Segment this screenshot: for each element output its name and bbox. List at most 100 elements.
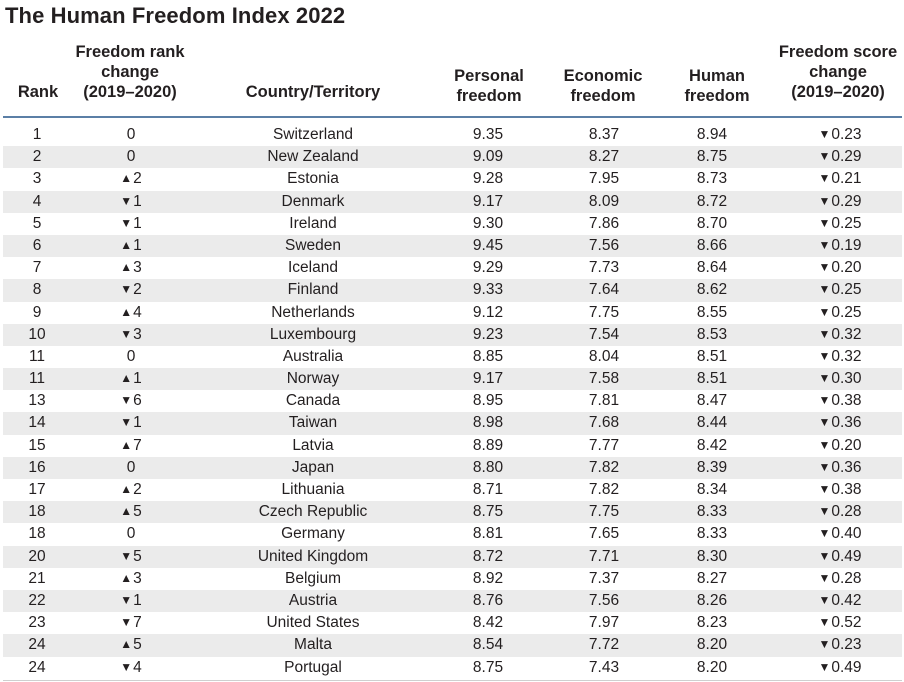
triangle-down-icon: ▼ [818, 437, 831, 452]
triangle-down-icon: ▼ [120, 548, 133, 563]
personal-freedom-cell: 9.17 [472, 370, 504, 388]
header-personal: Personal freedom [443, 66, 535, 106]
triangle-up-icon: ▲ [120, 637, 133, 652]
triangle-down-icon: ▼ [818, 637, 831, 652]
rank-change-cell: ▼1 [86, 590, 176, 612]
country-cell: Czech Republic [258, 503, 368, 521]
human-freedom-cell: 8.33 [696, 525, 728, 543]
triangle-up-icon: ▲ [120, 260, 133, 275]
header-economic-line1: Economic [563, 67, 643, 85]
triangle-up-icon: ▲ [120, 570, 133, 585]
rank-change-cell-value: 4 [133, 303, 142, 321]
personal-freedom-cell: 9.33 [472, 281, 504, 299]
rank-change-cell: ▲3 [86, 568, 176, 590]
human-freedom-cell: 8.73 [696, 170, 728, 188]
header-score-change-line2: change [809, 63, 867, 81]
country-cell: Switzerland [272, 126, 354, 143]
human-freedom-cell: 8.70 [696, 214, 728, 232]
personal-freedom-cell: 8.72 [472, 547, 504, 565]
triangle-down-icon: ▼ [818, 659, 831, 674]
rank-change-cell-value: 1 [133, 236, 142, 254]
score-change-cell: ▼0.25 [790, 302, 890, 324]
header-human-line2: freedom [684, 87, 750, 105]
rank-change-cell-value: 2 [133, 170, 142, 188]
triangle-up-icon: ▲ [120, 437, 133, 452]
country-cell: Portugal [284, 658, 342, 676]
rank-change-cell-value: 1 [133, 192, 142, 210]
rank-cell: 20 [28, 547, 46, 565]
rank-change-cell-value: 5 [133, 636, 142, 654]
personal-freedom-cell: 8.75 [472, 658, 504, 676]
score-change-cell-value: 0.25 [831, 303, 862, 321]
rank-change-cell: ▲2 [86, 168, 176, 190]
score-change-cell: ▼0.20 [790, 257, 890, 279]
country-cell: Estonia [287, 170, 339, 188]
country-cell: Netherlands [271, 303, 355, 321]
rank-change-cell: ▲7 [86, 435, 176, 457]
score-change-cell: ▼0.28 [790, 568, 890, 590]
economic-freedom-cell: 7.77 [588, 436, 620, 454]
rank-change-cell: ▼1 [86, 412, 176, 434]
table-bottom-line [3, 680, 902, 681]
header-country: Country/Territory [223, 82, 403, 102]
economic-freedom-cell: 7.82 [588, 458, 620, 476]
triangle-up-icon: ▲ [120, 482, 133, 496]
country-cell: Malta [294, 636, 332, 654]
rank-cell: 5 [32, 214, 42, 232]
header-rank-change-line2: change [101, 63, 159, 81]
country-cell: United States [266, 614, 360, 632]
economic-freedom-cell: 7.75 [588, 303, 620, 321]
score-change-cell: ▼0.38 [790, 479, 890, 501]
country-cell: Luxembourg [269, 325, 357, 343]
table-row: 21 ▲3 Belgium 8.92 7.37 8.27 ▼0.28 [3, 568, 902, 590]
page-title: The Human Freedom Index 2022 [5, 3, 346, 28]
personal-freedom-cell: 8.92 [472, 569, 504, 587]
economic-freedom-cell: 7.65 [588, 525, 620, 543]
table-row: 17 ▲2 Lithuania 8.71 7.82 8.34 ▼0.38 [3, 479, 902, 501]
score-change-cell-value: 0.40 [831, 525, 862, 543]
country-cell: Sweden [284, 236, 341, 254]
personal-freedom-cell: 9.17 [472, 192, 504, 210]
header-rule [3, 116, 902, 118]
economic-freedom-cell: 7.68 [588, 414, 620, 432]
triangle-down-icon: ▼ [120, 592, 133, 607]
human-freedom-cell: 8.75 [696, 148, 728, 166]
economic-freedom-cell: 7.86 [588, 214, 620, 232]
score-change-cell-value: 0.38 [831, 481, 862, 498]
rank-change-cell-value: 7 [133, 614, 142, 632]
economic-freedom-cell: 8.27 [588, 148, 620, 166]
header-economic-line2: freedom [570, 87, 636, 105]
human-freedom-cell: 8.47 [696, 392, 728, 410]
rank-change-cell: ▲1 [86, 235, 176, 257]
triangle-down-icon: ▼ [120, 659, 133, 674]
score-change-cell-value: 0.38 [831, 392, 862, 410]
score-change-cell: ▼0.29 [790, 146, 890, 168]
triangle-down-icon: ▼ [120, 326, 133, 341]
rank-cell: 23 [28, 614, 46, 632]
score-change-cell-value: 0.25 [831, 214, 862, 232]
score-change-cell-value: 0.20 [831, 259, 862, 277]
personal-freedom-cell: 8.85 [472, 347, 504, 365]
score-change-cell: ▼0.25 [790, 279, 890, 301]
score-change-cell: ▼0.49 [790, 657, 890, 679]
triangle-down-icon: ▼ [818, 415, 831, 430]
country-cell: Lithuania [281, 481, 345, 498]
triangle-down-icon: ▼ [818, 482, 831, 496]
rank-cell: 21 [28, 569, 46, 587]
table-row: 9 ▲4 Netherlands 9.12 7.75 8.55 ▼0.25 [3, 302, 902, 324]
table-row: 24 ▼4 Portugal 8.75 7.43 8.20 ▼0.49 [3, 657, 902, 679]
score-change-cell-value: 0.32 [831, 325, 862, 343]
country-cell: Norway [286, 370, 340, 388]
header-personal-line2: freedom [456, 87, 522, 105]
personal-freedom-cell: 9.35 [472, 126, 504, 143]
economic-freedom-cell: 7.64 [588, 281, 620, 299]
economic-freedom-cell: 7.95 [588, 170, 620, 188]
human-freedom-cell: 8.20 [696, 636, 728, 654]
rank-change-cell: ▼4 [86, 657, 176, 679]
table-row: 18 ▲5 Czech Republic 8.75 7.75 8.33 ▼0.28 [3, 501, 902, 524]
human-freedom-cell: 8.26 [696, 591, 728, 609]
economic-freedom-cell: 7.73 [588, 259, 620, 277]
rank-change-cell-value: 4 [133, 658, 142, 676]
human-freedom-cell: 8.44 [696, 414, 728, 432]
rank-cell: 1 [32, 126, 42, 143]
